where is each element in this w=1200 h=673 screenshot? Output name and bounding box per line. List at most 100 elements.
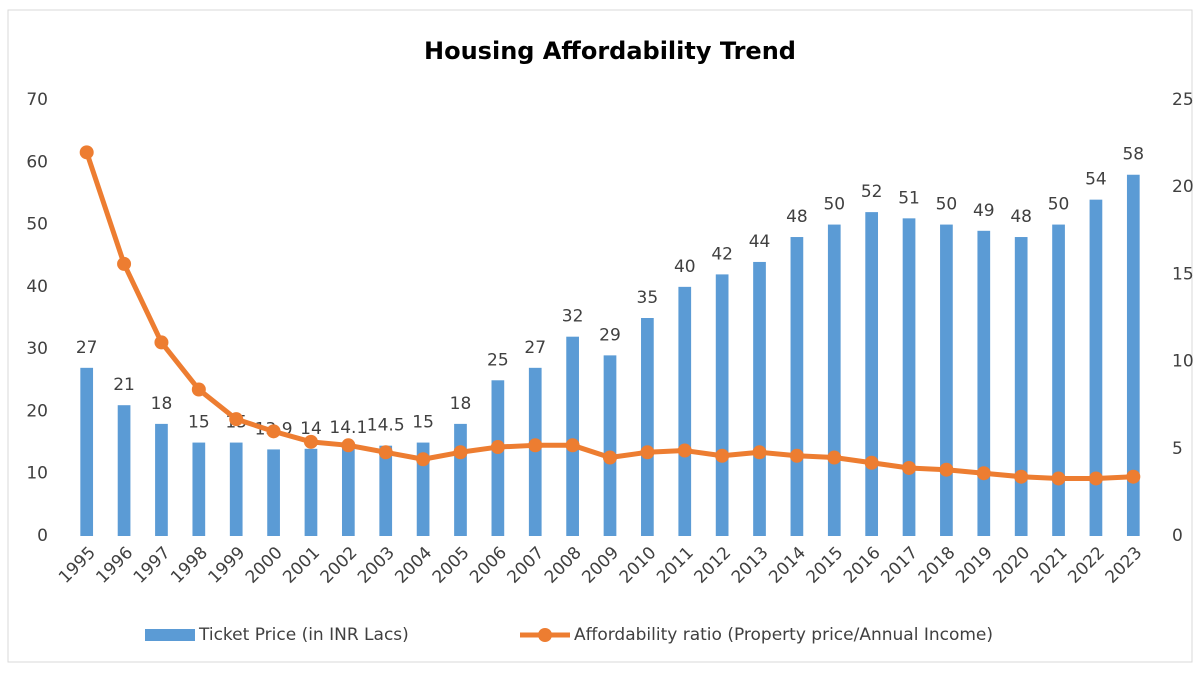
- bar: [304, 448, 318, 536]
- bar: [379, 445, 393, 536]
- line-marker: [789, 448, 804, 463]
- y2-tick-label: 10: [1172, 352, 1194, 372]
- bar: [790, 237, 804, 536]
- data-label: 29: [599, 325, 621, 345]
- data-label: 50: [936, 195, 958, 215]
- bar: [977, 230, 991, 537]
- data-label: 18: [151, 394, 173, 414]
- data-label: 27: [76, 338, 98, 358]
- line-marker: [752, 445, 767, 460]
- data-label: 51: [898, 188, 920, 208]
- y-tick-label: 50: [26, 215, 48, 235]
- line-marker: [902, 460, 917, 475]
- bar: [902, 218, 916, 537]
- line-marker: [378, 445, 393, 460]
- line-marker: [117, 256, 132, 271]
- data-label: 15: [188, 413, 210, 433]
- bar: [1014, 237, 1028, 536]
- y2-tick-label: 25: [1172, 90, 1194, 110]
- bar: [267, 449, 280, 536]
- line-marker: [565, 438, 580, 453]
- y2-tick-label: 0: [1172, 526, 1183, 546]
- legend-label: Affordability ratio (Property price/Annu…: [574, 625, 993, 645]
- y-tick-label: 30: [26, 339, 48, 359]
- data-label: 15: [412, 413, 434, 433]
- bar: [678, 286, 692, 536]
- data-label: 58: [1122, 145, 1144, 165]
- data-label: 40: [674, 257, 696, 277]
- legend-swatch: [145, 629, 195, 641]
- bar: [229, 442, 243, 536]
- line-marker: [976, 466, 991, 481]
- bar: [80, 367, 94, 536]
- bar: [341, 448, 355, 536]
- bar: [1052, 224, 1065, 537]
- line-marker: [603, 450, 617, 465]
- chart-title: Housing Affordability Trend: [424, 37, 796, 65]
- data-label: 32: [562, 307, 584, 327]
- line-marker: [939, 462, 954, 477]
- bar: [1126, 174, 1140, 536]
- data-label: 18: [450, 394, 472, 414]
- data-label: 25: [487, 350, 509, 370]
- line-marker: [266, 424, 281, 439]
- y-tick-label: 70: [26, 90, 48, 110]
- line-marker: [827, 450, 842, 465]
- line-marker: [528, 438, 543, 453]
- bar: [715, 274, 729, 536]
- line-marker: [191, 382, 206, 397]
- line-marker: [229, 412, 244, 427]
- data-label: 21: [113, 375, 135, 395]
- y-tick-label: 20: [26, 401, 48, 421]
- data-label: 48: [1010, 207, 1032, 227]
- bar: [416, 442, 430, 536]
- bar: [865, 212, 879, 536]
- bar: [827, 224, 841, 537]
- line-marker: [79, 145, 94, 160]
- line-marker: [1126, 469, 1141, 484]
- data-label: 49: [973, 201, 995, 221]
- bar: [454, 423, 467, 536]
- bar: [117, 405, 131, 536]
- data-label: 42: [711, 244, 733, 264]
- line-marker: [453, 445, 468, 460]
- bar: [155, 423, 168, 536]
- bar: [491, 380, 505, 536]
- data-label: 52: [861, 182, 883, 202]
- data-label: 50: [823, 195, 845, 215]
- data-label: 14.1: [329, 418, 367, 438]
- bar: [192, 442, 206, 536]
- y-tick-label: 0: [37, 526, 48, 546]
- line-marker: [303, 434, 318, 449]
- data-label: 14.5: [367, 416, 405, 436]
- line-marker: [416, 452, 431, 467]
- line-marker: [1051, 471, 1066, 486]
- data-label: 27: [524, 338, 546, 358]
- line-marker: [490, 440, 505, 455]
- y2-tick-label: 20: [1172, 177, 1194, 197]
- line-marker: [677, 443, 692, 458]
- data-label: 50: [1048, 195, 1070, 215]
- line-marker: [341, 438, 356, 453]
- bar: [603, 355, 617, 536]
- y-tick-label: 60: [26, 152, 48, 172]
- data-label: 48: [786, 207, 808, 227]
- bar: [940, 224, 953, 537]
- bar: [641, 318, 654, 536]
- y2-tick-label: 15: [1172, 264, 1194, 284]
- legend-swatch-marker: [538, 628, 552, 642]
- line-marker: [640, 445, 655, 460]
- chart-border: [7, 9, 1193, 663]
- line-marker: [154, 335, 169, 350]
- line-marker: [864, 455, 879, 470]
- data-label: 14: [300, 419, 322, 439]
- data-label: 35: [637, 288, 659, 308]
- bar: [566, 336, 579, 536]
- data-label: 54: [1085, 170, 1107, 190]
- line-marker: [1088, 471, 1103, 486]
- data-label: 44: [749, 232, 771, 252]
- y-tick-label: 10: [26, 464, 48, 484]
- y2-tick-label: 5: [1172, 439, 1183, 459]
- line-marker: [1014, 469, 1029, 484]
